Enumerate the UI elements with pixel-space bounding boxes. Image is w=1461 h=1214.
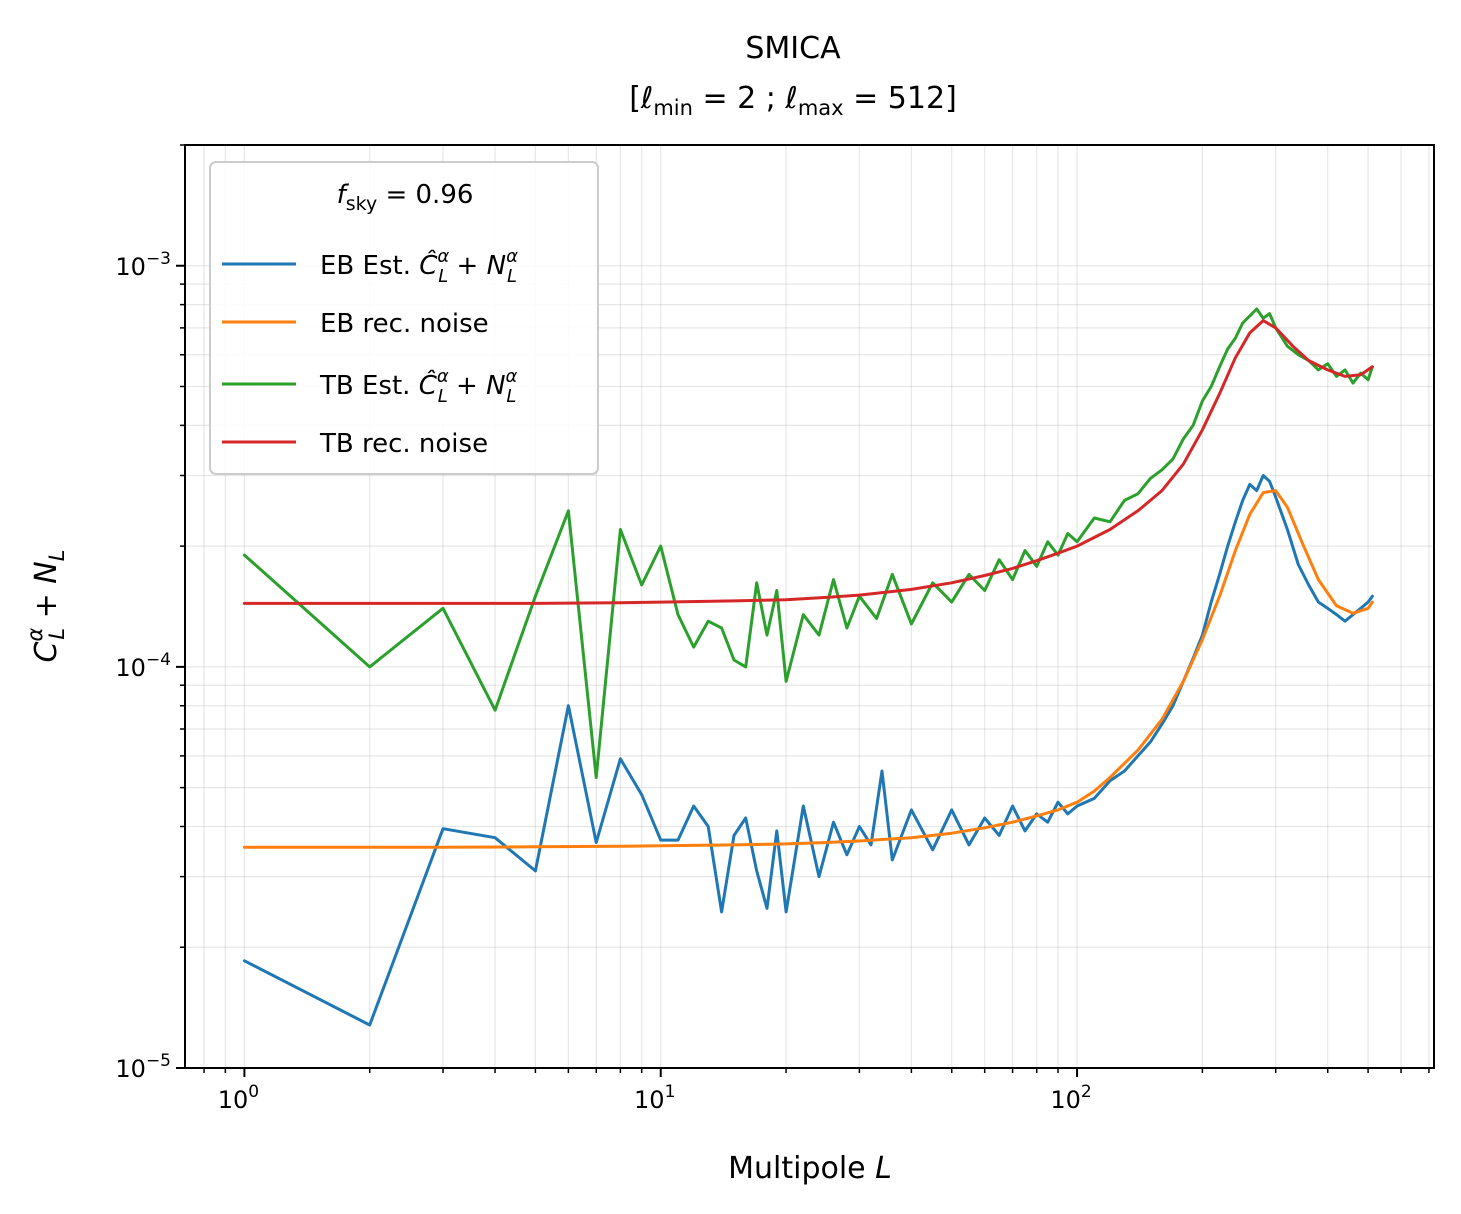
axes-frame (184, 144, 1435, 1069)
chart-title: SMICA (745, 31, 841, 66)
legend-label-eb-est: EB Est. Ĉα L + Nα L (320, 246, 518, 287)
legend-label-tb-noise: TB rec. noise (319, 429, 488, 459)
x-tick-label: 101 (634, 1082, 675, 1114)
y-tick-label: 10−5 (115, 1051, 171, 1083)
y-axis-label: CαL + NL (23, 550, 69, 663)
x-axis-ticks: 100 101 102 (203, 1068, 1430, 1114)
legend-box (209, 161, 599, 475)
legend-label-eb-noise: EB rec. noise (320, 309, 489, 339)
x-tick-label: 100 (218, 1082, 259, 1114)
y-axis-ticks: 10−5 10−4 10−3 (115, 144, 185, 1083)
series-layer (242, 307, 1374, 1027)
series-line-eb-est (242, 474, 1374, 1027)
x-tick-label: 102 (1050, 1082, 1091, 1114)
series-line-tb-est (242, 307, 1374, 779)
series-line-eb-noise (242, 489, 1374, 849)
legend-label-tb-est: TB Est. Ĉα L + Nα L (319, 366, 518, 407)
legend: fsky = 0.96 EB Est. Ĉα L + Nα L EB rec. no… (209, 161, 599, 475)
y-tick-label: 10−3 (115, 249, 171, 281)
y-tick-label: 10−4 (115, 650, 171, 682)
chart-subtitle: [ℓmin = 2 ; ℓmax = 512] (629, 81, 957, 120)
series-line-tb-noise (242, 319, 1374, 605)
x-axis-label: Multipole L (728, 1151, 892, 1186)
legend-title: fsky = 0.96 (337, 180, 474, 215)
